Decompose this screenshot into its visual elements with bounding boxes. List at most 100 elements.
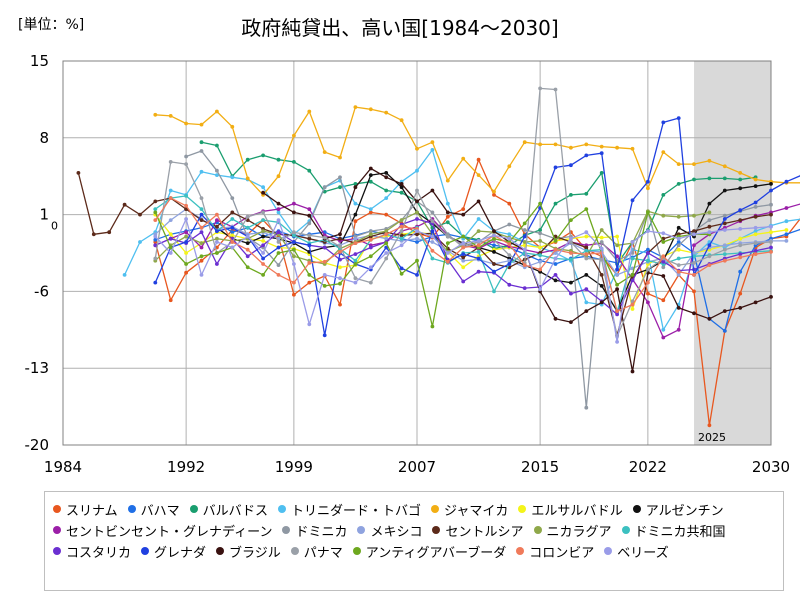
data-point xyxy=(646,229,650,234)
data-point xyxy=(215,236,219,241)
legend-marker xyxy=(621,526,630,534)
data-point xyxy=(676,263,681,267)
data-point xyxy=(522,221,527,226)
data-point xyxy=(569,320,573,324)
data-point xyxy=(307,221,312,226)
data-point xyxy=(338,276,342,281)
data-point xyxy=(353,212,358,217)
data-point xyxy=(230,240,235,244)
data-point xyxy=(661,298,666,303)
data-point xyxy=(307,273,312,277)
data-point xyxy=(492,262,496,266)
data-point xyxy=(584,230,589,235)
data-point xyxy=(184,234,189,239)
data-point xyxy=(646,179,650,184)
data-point xyxy=(199,196,204,201)
data-point xyxy=(338,244,342,249)
data-point xyxy=(630,146,635,151)
data-point xyxy=(353,252,358,256)
data-point xyxy=(368,254,373,259)
data-point xyxy=(538,228,542,232)
data-point xyxy=(384,232,389,237)
data-point xyxy=(307,109,312,114)
legend-item: パナマ xyxy=(290,541,343,561)
data-point xyxy=(769,240,773,244)
data-point xyxy=(538,201,542,206)
data-point xyxy=(584,287,589,292)
data-point xyxy=(138,212,142,217)
data-point xyxy=(707,201,712,206)
data-point xyxy=(553,201,558,206)
data-point xyxy=(599,151,604,156)
data-point xyxy=(199,212,204,217)
data-point xyxy=(199,149,204,153)
data-point xyxy=(199,241,204,246)
data-point xyxy=(584,234,589,239)
data-point xyxy=(692,311,696,316)
data-point xyxy=(492,236,496,241)
data-point xyxy=(292,210,296,215)
data-point xyxy=(661,259,666,264)
data-point xyxy=(492,233,496,238)
data-point xyxy=(368,245,373,250)
data-point xyxy=(353,236,358,241)
data-point xyxy=(245,225,250,230)
series-line-15 xyxy=(262,167,772,373)
data-point xyxy=(738,269,743,274)
data-point xyxy=(584,256,589,261)
forecast-label: 2025 xyxy=(698,431,726,444)
data-point xyxy=(384,188,389,193)
data-point xyxy=(368,179,373,184)
data-point xyxy=(784,228,789,232)
legend-marker xyxy=(189,505,198,513)
data-point xyxy=(215,224,219,229)
y-tick-label: -20 xyxy=(25,436,50,454)
data-point xyxy=(261,234,265,239)
data-point xyxy=(738,306,743,310)
series-line-14 xyxy=(154,117,800,336)
data-point xyxy=(276,251,281,255)
data-point xyxy=(661,193,666,197)
data-point xyxy=(307,236,312,241)
data-point xyxy=(476,217,481,221)
data-point xyxy=(415,188,419,193)
data-point xyxy=(292,240,296,244)
data-point xyxy=(476,269,481,274)
data-point xyxy=(676,256,681,261)
data-point xyxy=(707,243,712,248)
data-point xyxy=(415,236,419,241)
data-point xyxy=(292,247,296,252)
data-point xyxy=(615,273,619,277)
data-point xyxy=(184,217,189,221)
data-point xyxy=(569,291,573,296)
data-point xyxy=(676,243,681,248)
data-point xyxy=(338,155,342,160)
data-point xyxy=(384,212,389,217)
data-point xyxy=(215,143,219,148)
data-point xyxy=(753,300,758,305)
data-point xyxy=(184,203,189,208)
data-point xyxy=(753,232,758,237)
data-point xyxy=(753,225,758,230)
x-tick-label: 1999 xyxy=(275,458,313,476)
data-point xyxy=(261,153,265,158)
data-point xyxy=(476,199,481,204)
data-point xyxy=(569,163,573,168)
data-point xyxy=(676,236,681,241)
data-point xyxy=(661,213,666,218)
data-point xyxy=(507,236,512,241)
legend-marker xyxy=(357,526,366,534)
legend-label: ベリーズ xyxy=(617,545,669,561)
data-point xyxy=(769,202,773,207)
legend-marker xyxy=(141,547,150,555)
data-point xyxy=(646,247,650,252)
data-point xyxy=(553,256,558,261)
data-point xyxy=(676,162,681,167)
data-point xyxy=(676,225,681,230)
data-point xyxy=(215,218,219,223)
data-point xyxy=(630,240,635,244)
data-point xyxy=(661,327,666,332)
data-point xyxy=(753,241,758,246)
data-point xyxy=(492,229,496,234)
data-point xyxy=(692,213,696,218)
